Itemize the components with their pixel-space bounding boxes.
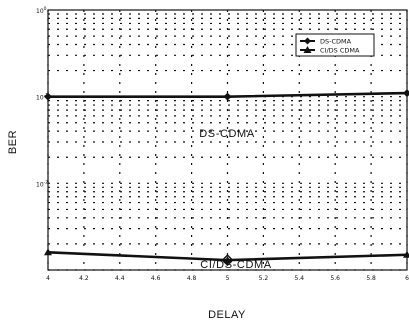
y-tick-label: 100 xyxy=(36,6,47,15)
plot-frame xyxy=(47,9,408,271)
legend-box xyxy=(295,33,375,57)
legend-label-ds-cdma: DS-CDMA xyxy=(320,38,352,46)
marker-layer xyxy=(44,89,409,267)
x-tick-label: 4 xyxy=(46,275,50,282)
x-tick-label: 5 xyxy=(226,275,230,282)
data-point-triangle xyxy=(44,248,52,256)
legend-triangle-icon xyxy=(303,46,312,53)
y-tick-label: 10-1 xyxy=(36,93,48,102)
x-tick-label: 5.2 xyxy=(259,275,269,282)
x-tick-label: 4.6 xyxy=(151,275,161,282)
data-point-triangle xyxy=(403,250,409,258)
data-point-diamond xyxy=(403,89,409,98)
x-tick-label: 4.8 xyxy=(187,275,197,282)
legend-label-ci-ds-cdma: CI/DS CDMA xyxy=(320,47,360,55)
annotation-ci-ds-cdma: CI/DS-CDMA xyxy=(200,259,271,271)
x-tick-label: 5.4 xyxy=(295,275,305,282)
x-axis-label: DELAY xyxy=(208,309,246,321)
x-tick-label: 6 xyxy=(405,275,409,282)
x-tick-label: 4.4 xyxy=(115,275,125,282)
data-point-triangle xyxy=(223,256,232,264)
annotation-ds-cdma: DS-CDMA xyxy=(199,128,255,140)
data-point-open-diamond xyxy=(221,254,234,267)
data-point-diamond xyxy=(223,92,232,101)
legend-diamond-icon xyxy=(304,37,311,45)
y-tick-exponent: -2 xyxy=(44,179,49,185)
y-tick-exponent: 0 xyxy=(44,6,47,12)
y-tick-label: 10-2 xyxy=(36,179,48,188)
y-tick-exponent: -1 xyxy=(44,93,49,99)
y-axis-label: BER xyxy=(7,130,19,154)
x-tick-labels: 4 4.2 4.4 4.6 4.8 5 5.2 5.4 5.6 5.8 6 xyxy=(46,275,409,282)
y-tick-labels: 100 10-1 10-2 xyxy=(36,6,48,188)
data-point-diamond xyxy=(44,92,52,101)
x-tick-label: 5.8 xyxy=(366,275,376,282)
legend: DS-CDMA CI/DS CDMA xyxy=(295,33,375,57)
x-tick-label: 5.6 xyxy=(330,275,340,282)
x-tick-label: 4.2 xyxy=(79,275,89,282)
